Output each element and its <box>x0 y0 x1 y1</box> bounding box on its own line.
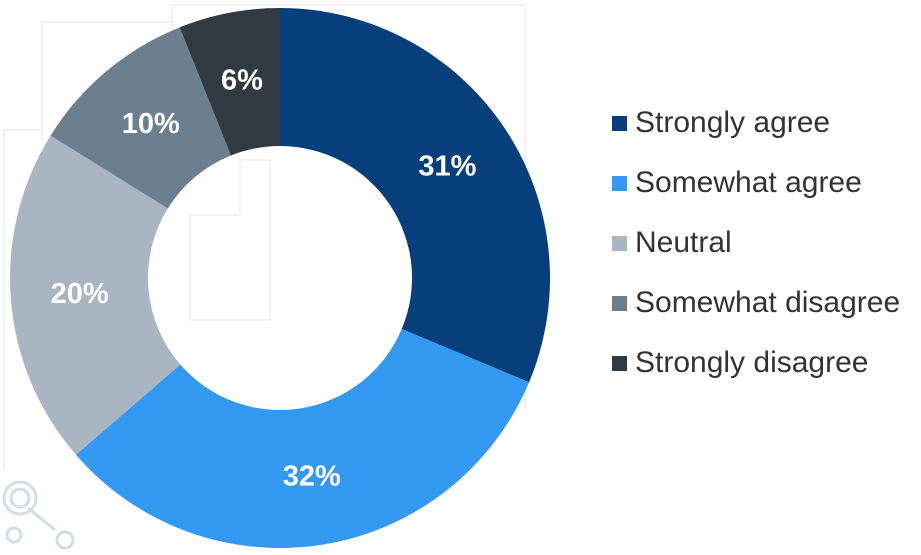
legend-swatch <box>612 295 627 311</box>
legend-swatch <box>612 235 627 251</box>
slice-label-somewhat-disagree: 10% <box>122 108 180 140</box>
legend-item-somewhat-agree: Somewhat agree <box>612 153 900 213</box>
legend-swatch <box>612 355 627 371</box>
slice-somewhat-agree <box>75 328 530 548</box>
slice-somewhat-disagree <box>50 27 231 209</box>
legend-label: Strongly agree <box>635 106 831 139</box>
slice-neutral <box>9 135 181 455</box>
legend-item-strongly-disagree: Strongly disagree <box>612 333 900 393</box>
legend-label: Somewhat agree <box>635 166 862 199</box>
legend-swatch <box>612 115 627 131</box>
slice-label-strongly-agree: 31% <box>418 151 476 183</box>
legend: Strongly agree Somewhat agree Neutral Somew… <box>612 93 900 393</box>
legend-label: Neutral <box>635 226 732 259</box>
legend-label: Strongly disagree <box>635 346 869 379</box>
slice-strongly-agree <box>280 8 550 383</box>
legend-item-somewhat-disagree: Somewhat disagree <box>612 273 900 333</box>
legend-swatch <box>612 175 627 191</box>
legend-label: Somewhat disagree <box>635 286 901 319</box>
slice-label-neutral: 20% <box>51 278 109 310</box>
slice-strongly-disagree <box>179 7 280 156</box>
slice-label-somewhat-agree: 32% <box>283 460 341 492</box>
donut-slice-labels: 31% 32% 20% 10% 6% <box>51 65 477 493</box>
slice-label-strongly-disagree: 6% <box>221 65 263 97</box>
legend-item-strongly-agree: Strongly agree <box>612 93 900 153</box>
donut-slices <box>9 7 550 548</box>
legend-item-neutral: Neutral <box>612 213 900 273</box>
